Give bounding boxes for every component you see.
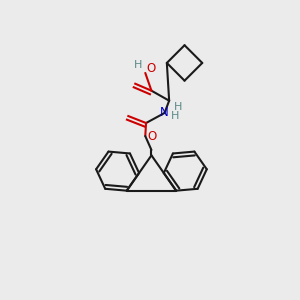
Text: H: H [171,111,179,121]
Text: H: H [134,60,142,70]
Text: N: N [159,106,168,119]
Text: O: O [146,62,155,75]
Text: H: H [174,102,183,112]
Text: O: O [148,130,157,142]
